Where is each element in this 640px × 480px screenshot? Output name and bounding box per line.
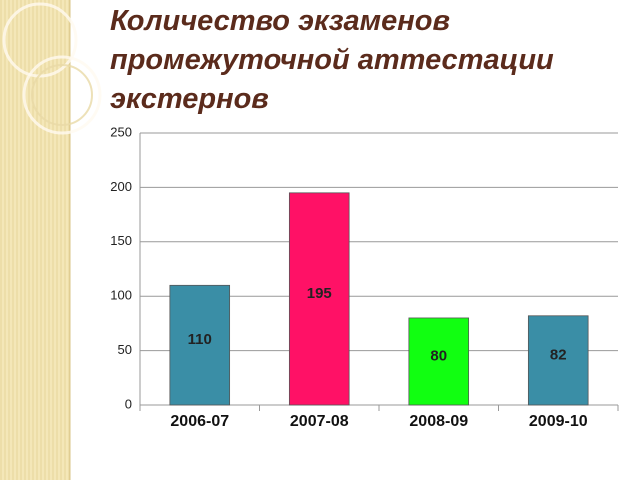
bar xyxy=(169,284,231,406)
bar xyxy=(288,192,350,406)
x-tick-label: 2009-10 xyxy=(529,413,588,430)
data-label: 110 xyxy=(188,331,212,348)
chart-title: Количество экзаменов промежуточной аттес… xyxy=(110,5,554,115)
bar xyxy=(527,315,589,406)
x-tick-label: 2008-09 xyxy=(409,413,468,430)
data-label: 80 xyxy=(430,347,447,364)
x-tick-label: 2007-08 xyxy=(290,413,349,430)
y-tick-label: 200 xyxy=(110,179,132,194)
data-label: 82 xyxy=(550,346,567,363)
y-tick-label: 50 xyxy=(118,342,132,357)
y-tick-label: 100 xyxy=(110,288,132,303)
decor-strip xyxy=(0,0,102,480)
y-tick-label: 0 xyxy=(125,396,132,411)
y-tick-label: 250 xyxy=(110,124,132,139)
data-label: 195 xyxy=(307,285,332,302)
bar xyxy=(408,317,470,406)
y-tick-label: 150 xyxy=(110,233,132,248)
x-tick-label: 2006-07 xyxy=(170,413,229,430)
